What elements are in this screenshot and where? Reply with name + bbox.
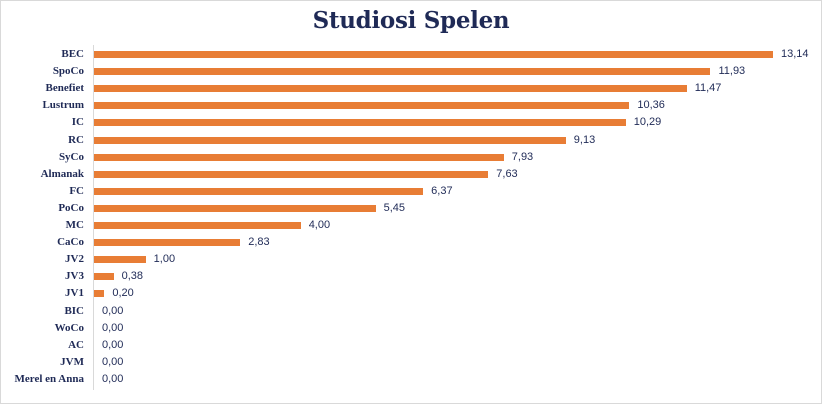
value-label: 2,83	[248, 236, 270, 249]
bar	[94, 153, 504, 161]
category-label: IC	[71, 116, 84, 129]
category-label: JVM	[60, 355, 84, 368]
category-label: Merel en Anna	[14, 372, 84, 385]
value-label: 0,38	[121, 270, 144, 283]
category-label: WoCo	[54, 321, 84, 334]
bar	[94, 68, 711, 76]
category-label: RC	[68, 133, 84, 146]
bar-row: Benefiet 11,47	[1, 80, 821, 97]
bar-row: Almanak 7,63	[1, 166, 821, 183]
bar-row: JV1 0,20	[1, 285, 821, 302]
value-label: 9,13	[573, 133, 596, 146]
bar	[94, 51, 773, 58]
category-axis-line	[93, 45, 94, 390]
value-label: 0,00	[102, 355, 124, 368]
value-label: 1,00	[153, 253, 176, 266]
category-label: Lustrum	[42, 99, 84, 112]
bar-row: JV2 1,00	[1, 251, 821, 268]
bar-row: PoCo 5,45	[1, 200, 821, 217]
bar	[94, 136, 566, 144]
category-label: JV1	[65, 287, 84, 300]
bar-row: CaCo 2,83	[1, 234, 821, 251]
bar	[94, 273, 114, 281]
category-label: Almanak	[40, 167, 84, 180]
bar-row: RC 9,13	[1, 132, 821, 149]
bar	[94, 119, 626, 127]
value-label: 11,93	[718, 65, 746, 78]
bar-row: SyCo 7,93	[1, 149, 821, 166]
value-label: 0,20	[112, 287, 134, 300]
category-label: PoCo	[58, 201, 84, 214]
bar	[94, 187, 424, 195]
bar	[94, 85, 687, 93]
chart-title: Studiosi Spelen	[312, 7, 510, 34]
bar	[94, 102, 630, 110]
bar-row: Lustrum 10,36	[1, 97, 821, 114]
bar	[94, 239, 241, 247]
bar-row: WoCo 0,00	[1, 320, 821, 337]
category-label: BIC	[64, 304, 84, 317]
value-label: 0,00	[102, 304, 124, 317]
value-label: 7,63	[496, 167, 518, 180]
category-label: BEC	[61, 48, 84, 60]
value-label: 10,29	[633, 116, 662, 129]
bar-row: MC 4,00	[1, 217, 821, 234]
bar-row: SpoCo 11,93	[1, 63, 821, 80]
category-label: SpoCo	[52, 65, 84, 78]
value-label: 0,00	[102, 338, 124, 351]
value-label: 5,45	[383, 201, 406, 214]
bar-row: AC 0,00	[1, 337, 821, 354]
value-label: 0,00	[102, 372, 124, 385]
category-label: Benefiet	[45, 82, 84, 95]
bar	[94, 222, 301, 229]
value-label: 4,00	[308, 219, 331, 231]
bar-row: IC 10,29	[1, 114, 821, 131]
value-label: 6,37	[431, 184, 453, 197]
category-label: JV3	[65, 270, 84, 283]
bar-row: FC 6,37	[1, 183, 821, 200]
value-label: 10,36	[637, 99, 665, 112]
bar	[94, 290, 105, 298]
category-label: AC	[68, 338, 84, 351]
value-label: 13,14	[781, 48, 809, 60]
category-label: SyCo	[58, 150, 84, 163]
value-label: 0,00	[102, 321, 124, 334]
bar-row: JVM 0,00	[1, 354, 821, 371]
bar	[94, 204, 376, 212]
bar	[94, 170, 489, 178]
bar-row: Merel en Anna 0,00	[1, 371, 821, 388]
bar	[94, 256, 146, 264]
category-label: FC	[69, 184, 84, 197]
value-label: 11,47	[694, 82, 722, 95]
category-label: CaCo	[57, 236, 84, 249]
category-label: JV2	[65, 253, 84, 266]
category-label: MC	[65, 219, 84, 231]
value-label: 7,93	[511, 150, 534, 163]
bar-row: JV3 0,38	[1, 268, 821, 285]
bar-row: BEC 13,14	[1, 46, 821, 63]
bar-row: BIC 0,00	[1, 303, 821, 320]
